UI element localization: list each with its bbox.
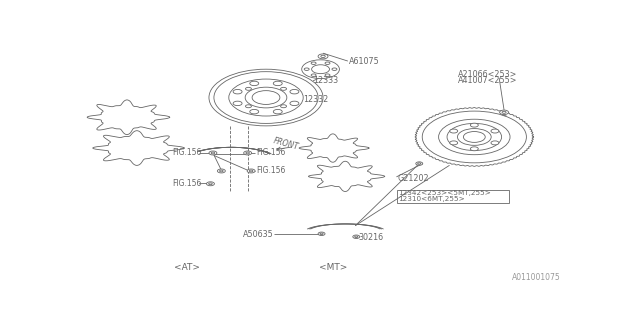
Circle shape (355, 236, 358, 237)
Circle shape (304, 68, 309, 70)
Circle shape (312, 65, 330, 74)
Circle shape (301, 60, 339, 79)
Text: A41007<255>: A41007<255> (458, 76, 518, 85)
Circle shape (247, 169, 255, 173)
Circle shape (250, 170, 253, 172)
Text: FIG.156: FIG.156 (172, 148, 201, 157)
Circle shape (311, 62, 316, 64)
Text: 12342<253><5MT,255>: 12342<253><5MT,255> (399, 190, 492, 196)
Circle shape (311, 74, 316, 76)
Circle shape (280, 105, 287, 108)
Text: 30216: 30216 (359, 233, 384, 242)
Circle shape (450, 141, 458, 145)
Circle shape (491, 129, 499, 133)
Circle shape (332, 68, 337, 70)
Circle shape (209, 183, 212, 185)
Circle shape (418, 163, 421, 164)
Circle shape (245, 87, 287, 108)
Circle shape (470, 147, 478, 151)
Circle shape (463, 132, 485, 142)
Circle shape (502, 111, 506, 113)
Text: FIG.156: FIG.156 (172, 179, 201, 188)
Circle shape (273, 109, 282, 114)
Circle shape (470, 123, 478, 127)
Circle shape (280, 87, 287, 90)
Circle shape (229, 79, 303, 116)
Circle shape (214, 72, 318, 124)
Circle shape (290, 101, 299, 106)
Circle shape (207, 182, 214, 186)
Circle shape (250, 81, 259, 86)
Text: FRONT: FRONT (272, 137, 300, 152)
Circle shape (491, 141, 499, 145)
Text: A50635: A50635 (243, 230, 273, 239)
Circle shape (458, 129, 491, 145)
Circle shape (233, 101, 242, 106)
Text: 12310<6MT,255>: 12310<6MT,255> (399, 196, 465, 202)
Circle shape (244, 151, 252, 155)
Circle shape (246, 87, 252, 90)
Circle shape (321, 55, 325, 58)
Text: FIG.156: FIG.156 (256, 166, 285, 175)
Circle shape (416, 162, 423, 165)
Circle shape (246, 152, 250, 154)
Circle shape (250, 109, 259, 114)
Text: <MT>: <MT> (319, 263, 347, 272)
Circle shape (233, 90, 242, 94)
Circle shape (325, 74, 330, 76)
Text: A61075: A61075 (349, 57, 380, 66)
Text: 12332: 12332 (303, 95, 328, 104)
Text: A21066<253>: A21066<253> (458, 70, 517, 79)
Text: FIG.156: FIG.156 (256, 148, 285, 157)
Text: A011001075: A011001075 (511, 273, 560, 282)
Circle shape (450, 129, 458, 133)
Circle shape (318, 54, 328, 59)
Circle shape (422, 111, 526, 163)
Circle shape (353, 235, 360, 238)
Bar (397, 190, 509, 203)
Text: <AT>: <AT> (173, 263, 200, 272)
Circle shape (320, 233, 323, 235)
Circle shape (211, 152, 214, 154)
Circle shape (273, 81, 282, 86)
Circle shape (209, 69, 323, 126)
Circle shape (500, 110, 509, 115)
Circle shape (325, 62, 330, 64)
Circle shape (246, 105, 252, 108)
Circle shape (318, 232, 325, 236)
Circle shape (209, 151, 217, 155)
Circle shape (252, 91, 280, 104)
Circle shape (447, 124, 502, 150)
Text: G21202: G21202 (397, 174, 429, 183)
Circle shape (438, 119, 510, 155)
Circle shape (218, 169, 225, 173)
Text: 12333: 12333 (313, 76, 339, 85)
Circle shape (290, 90, 299, 94)
Circle shape (220, 170, 223, 172)
